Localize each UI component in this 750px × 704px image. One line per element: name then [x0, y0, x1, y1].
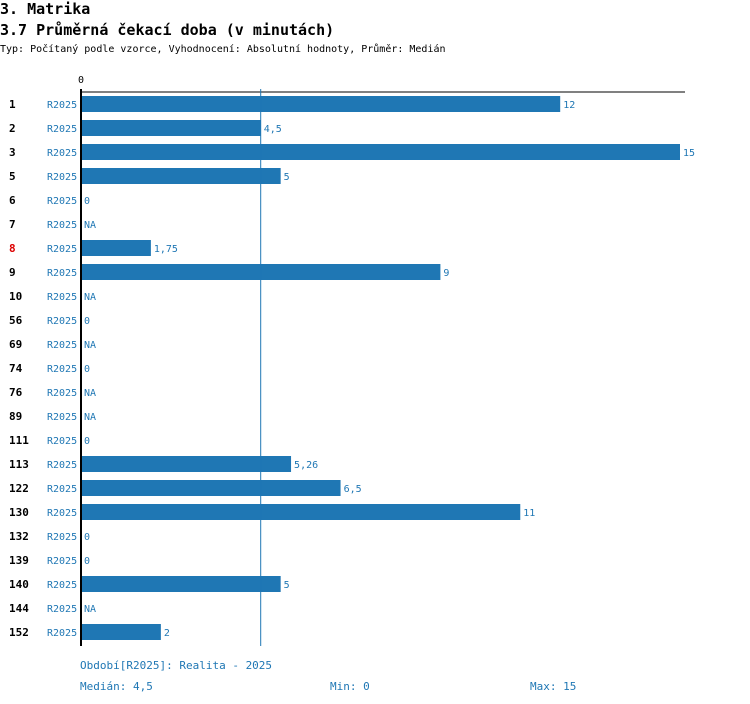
- series-label: R2025: [47, 556, 77, 567]
- value-label: NA: [84, 340, 96, 351]
- row-id-label: 140: [9, 578, 29, 591]
- series-label: R2025: [47, 220, 77, 231]
- period-legend: Období[R2025]: Realita - 2025: [80, 659, 273, 672]
- value-label: 15: [683, 148, 695, 159]
- row-id-label: 56: [9, 314, 23, 327]
- series-label: R2025: [47, 364, 77, 375]
- value-label: 0: [84, 196, 90, 207]
- value-label: 5: [284, 172, 290, 183]
- value-label: NA: [84, 292, 96, 303]
- chart-title: 3.7 Průměrná čekací doba (v minutách): [0, 21, 335, 39]
- value-label: 2: [164, 628, 170, 639]
- series-label: R2025: [47, 124, 77, 135]
- max-summary: Max: 15: [530, 680, 577, 693]
- chart-description: Typ: Počítaný podle vzorce, Vyhodnocení:…: [0, 44, 446, 55]
- bar-chart: 01 R2025 122 R2025 4,53 R2025 155 R2025 56 R2025 0…: [9, 75, 695, 646]
- series-label: R2025: [47, 268, 77, 279]
- bar: [81, 504, 521, 520]
- row-id-label: 10: [9, 290, 22, 303]
- bar: [81, 576, 281, 592]
- series-label: R2025: [47, 340, 77, 351]
- row-id-label: 9: [9, 266, 16, 279]
- series-label: R2025: [47, 100, 77, 111]
- x-tick-label: 0: [78, 75, 84, 86]
- row-id-label: 144: [9, 602, 29, 615]
- bar: [81, 120, 261, 136]
- value-label: 0: [84, 364, 90, 375]
- value-label: NA: [84, 604, 96, 615]
- row-id-label: 76: [9, 386, 23, 399]
- series-label: R2025: [47, 604, 77, 615]
- page-heading: 3. Matrika: [0, 0, 91, 18]
- row-id-label: 8: [9, 242, 16, 255]
- series-label: R2025: [47, 460, 77, 471]
- row-id-label: 7: [9, 218, 16, 231]
- bar: [81, 144, 680, 160]
- series-label: R2025: [47, 484, 77, 495]
- bar: [81, 168, 281, 184]
- bar: [81, 96, 561, 112]
- value-label: 0: [84, 436, 90, 447]
- row-id-label: 1: [9, 98, 16, 111]
- value-label: 12: [563, 100, 575, 111]
- row-id-label: 139: [9, 554, 29, 567]
- series-label: R2025: [47, 244, 77, 255]
- series-label: R2025: [47, 316, 77, 327]
- value-label: 1,75: [154, 244, 178, 255]
- series-label: R2025: [47, 580, 77, 591]
- value-label: NA: [84, 220, 96, 231]
- row-id-label: 74: [9, 362, 23, 375]
- row-id-label: 3: [9, 146, 16, 159]
- series-label: R2025: [47, 436, 77, 447]
- bar: [81, 624, 161, 640]
- row-id-label: 113: [9, 458, 29, 471]
- value-label: 9: [443, 268, 449, 279]
- row-id-label: 132: [9, 530, 29, 543]
- series-label: R2025: [47, 292, 77, 303]
- value-label: 4,5: [264, 124, 282, 135]
- row-id-label: 5: [9, 170, 16, 183]
- bar: [81, 480, 341, 496]
- value-label: 5: [284, 580, 290, 591]
- value-label: 0: [84, 532, 90, 543]
- series-label: R2025: [47, 412, 77, 423]
- series-label: R2025: [47, 388, 77, 399]
- bar: [81, 456, 292, 472]
- row-id-label: 2: [9, 122, 16, 135]
- value-label: 11: [523, 508, 535, 519]
- bar: [81, 240, 151, 256]
- row-id-label: 89: [9, 410, 22, 423]
- min-summary: Min: 0: [330, 680, 370, 693]
- value-label: 6,5: [344, 484, 362, 495]
- series-label: R2025: [47, 508, 77, 519]
- series-label: R2025: [47, 148, 77, 159]
- row-id-label: 6: [9, 194, 16, 207]
- series-label: R2025: [47, 532, 77, 543]
- median-summary: Medián: 4,5: [80, 680, 153, 693]
- value-label: 5,26: [294, 460, 318, 471]
- row-id-label: 130: [9, 506, 29, 519]
- value-label: 0: [84, 316, 90, 327]
- row-id-label: 111: [9, 434, 29, 447]
- series-label: R2025: [47, 172, 77, 183]
- value-label: NA: [84, 412, 96, 423]
- row-id-label: 122: [9, 482, 29, 495]
- series-label: R2025: [47, 628, 77, 639]
- value-label: NA: [84, 388, 96, 399]
- row-id-label: 152: [9, 626, 29, 639]
- value-label: 0: [84, 556, 90, 567]
- row-id-label: 69: [9, 338, 22, 351]
- series-label: R2025: [47, 196, 77, 207]
